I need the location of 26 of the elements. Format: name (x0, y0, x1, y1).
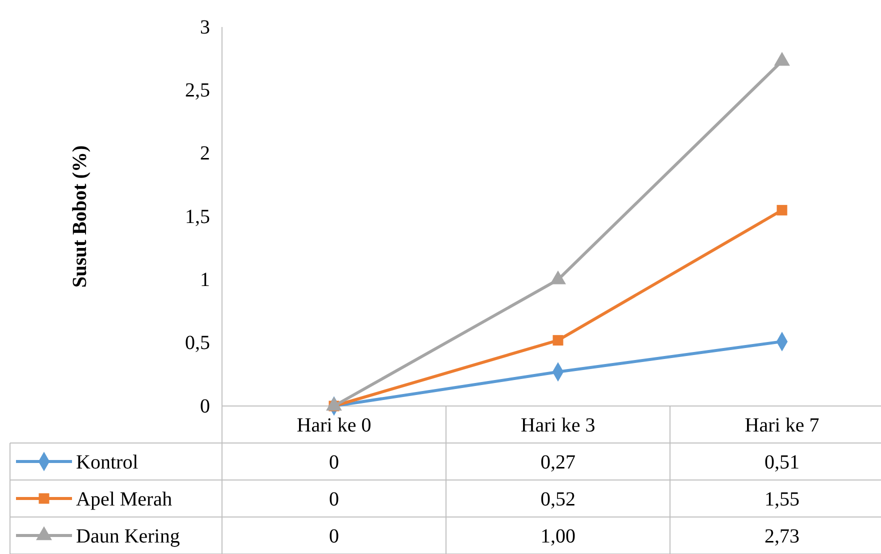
data-label: 0 (329, 526, 339, 548)
point (774, 52, 790, 66)
y-tick-label: 2 (200, 142, 210, 165)
x-tick-label: Hari ke 3 (520, 414, 596, 436)
data-label: 0,52 (540, 488, 576, 510)
data-label: 0 (329, 488, 339, 510)
data-label: 1,00 (540, 526, 576, 548)
data-label: 0 (329, 452, 339, 474)
data-label: 1,55 (764, 488, 800, 510)
legend-label: Kontrol (76, 452, 139, 474)
y-tick-label: 1,5 (185, 206, 210, 228)
point (552, 335, 564, 346)
y-tick-label: 1 (200, 269, 210, 292)
data-label: 2,73 (764, 526, 800, 548)
y-tick-label: 2,5 (185, 80, 210, 102)
legend-label: Apel Merah (76, 488, 172, 510)
y-tick-label: 0,5 (185, 332, 210, 354)
y-axis-title: Susut Bobot (%) (69, 145, 91, 288)
x-tick-label: Hari ke 7 (744, 414, 820, 436)
legend-label: Daun Kering (76, 526, 180, 548)
point (776, 204, 788, 216)
x-tick-label: Hari ke 0 (296, 414, 372, 436)
data-label: 0,27 (540, 452, 576, 474)
data-label: 0,51 (764, 452, 800, 474)
y-tick-label: 0 (200, 395, 210, 418)
y-tick-label: 3 (200, 16, 210, 38)
